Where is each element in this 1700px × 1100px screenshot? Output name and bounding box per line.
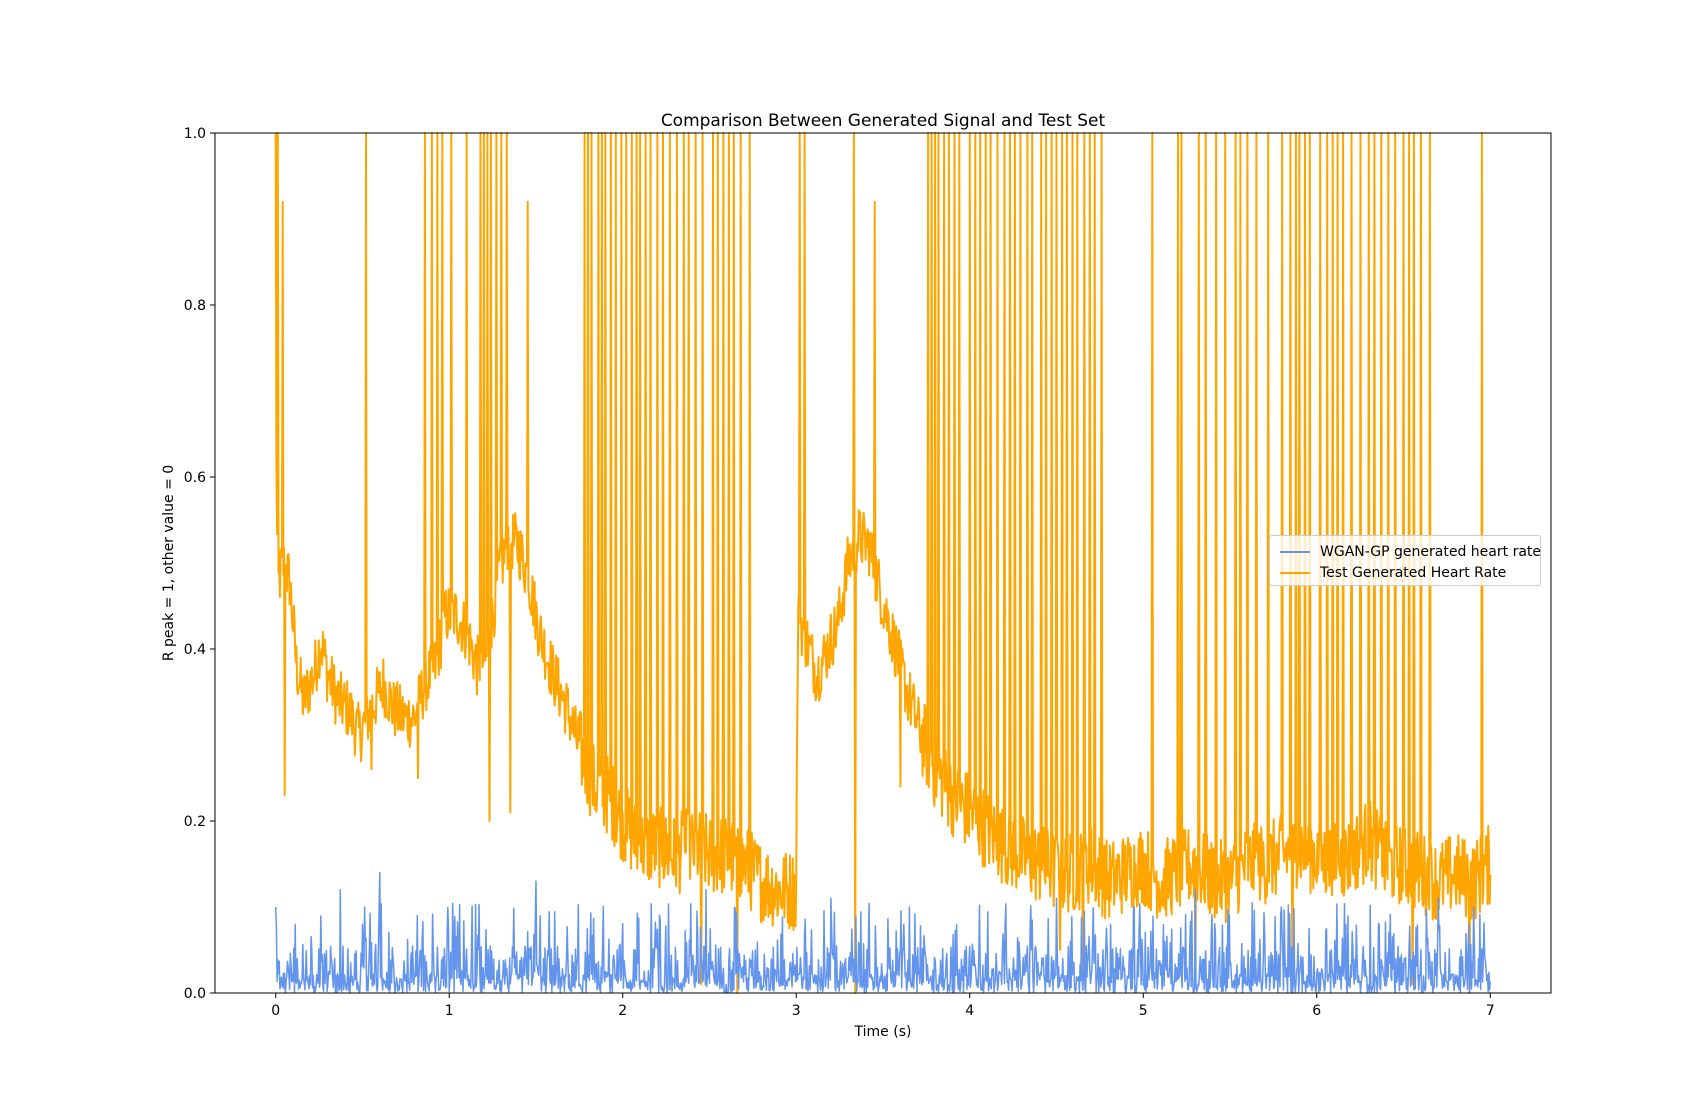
y-tick-label: 0.4 (184, 642, 206, 658)
series-wgan-gp-generated-heart-rate (274, 871, 1492, 994)
x-axis-label: Time (s) (854, 1024, 912, 1040)
plot-area-frame (214, 132, 1552, 994)
legend-swatch-orange (1280, 572, 1310, 574)
y-axis-label: R peak = 1, other value = 0 (161, 465, 177, 661)
legend-item-test: Test Generated Heart Rate (1280, 563, 1506, 583)
x-tick-label: 1 (445, 1003, 454, 1019)
legend-item-wgan-gp: WGAN-GP generated heart rate (1280, 542, 1541, 562)
y-tick-label: 0.8 (184, 298, 206, 314)
y-axis: 0.0 0.2 0.4 0.6 0.8 1.0 (184, 126, 215, 1002)
x-axis: 0 1 2 3 4 5 6 7 (271, 993, 1495, 1019)
x-tick-label: 5 (1139, 1003, 1148, 1019)
x-tick-label: 6 (1312, 1003, 1321, 1019)
line-wgan-gp-generated-heart-rate (274, 871, 1492, 994)
legend-label-test: Test Generated Heart Rate (1320, 565, 1507, 581)
legend-swatch-blue (1280, 551, 1310, 553)
line-test-generated-heart-rate (274, 132, 1492, 994)
x-tick-label: 4 (965, 1003, 974, 1019)
series-test-generated-heart-rate (274, 132, 1492, 994)
x-tick-label: 2 (618, 1003, 627, 1019)
y-tick-label: 0.6 (184, 470, 206, 486)
x-tick-label: 3 (792, 1003, 801, 1019)
y-tick-label: 1.0 (184, 126, 206, 142)
legend: WGAN-GP generated heart rate Test Genera… (1269, 535, 1541, 586)
y-tick-label: 0.0 (184, 986, 206, 1002)
legend-label-wgan-gp: WGAN-GP generated heart rate (1320, 544, 1542, 560)
x-tick-label: 7 (1486, 1003, 1495, 1019)
chart-title: Comparison Between Generated Signal and … (661, 111, 1106, 131)
x-tick-label: 0 (271, 1003, 280, 1019)
y-tick-label: 0.2 (184, 814, 206, 830)
